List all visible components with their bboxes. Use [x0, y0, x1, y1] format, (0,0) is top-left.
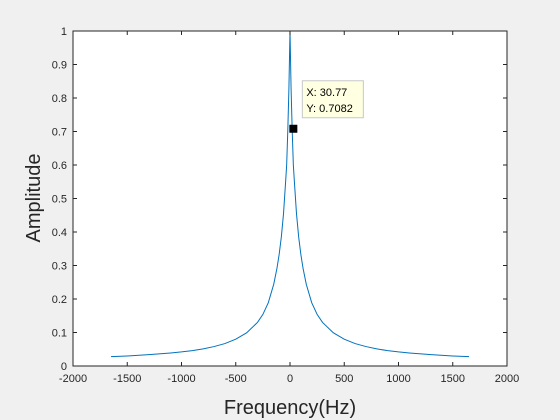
y-tick-label: 0.3 — [52, 261, 67, 273]
ticks-layer: -2000 -1500 -1000 -500 0 500 1000 1500 2000 0 0.1 0… — [52, 26, 520, 385]
datatip[interactable]: X: 30.77 Y: 0.7082 — [289, 80, 364, 133]
datatip-x-text: X: 30.77 — [306, 87, 347, 99]
x-tick-label: 1500 — [441, 373, 465, 385]
y-tick-label: 0.1 — [52, 328, 67, 340]
x-tick-label: 2000 — [495, 373, 519, 385]
plot-area — [73, 31, 507, 366]
x-axis-title: Frequency(Hz) — [224, 397, 356, 419]
x-tick-label: -1000 — [167, 373, 195, 385]
y-tick-label: 0.4 — [52, 227, 67, 239]
datatip-marker[interactable] — [289, 124, 298, 133]
x-tick-label: -2000 — [59, 373, 87, 385]
datatip-box — [301, 80, 364, 119]
y-tick-label: 0.6 — [52, 160, 67, 172]
y-tick-label: 1 — [61, 26, 67, 38]
y-tick-label: 0.2 — [52, 294, 67, 306]
y-tick-label: 0.9 — [52, 60, 67, 72]
y-axis-title: Amplitude — [23, 154, 45, 243]
x-tick-label: 500 — [335, 373, 353, 385]
datatip-y-text: Y: 0.7082 — [306, 103, 353, 115]
y-tick-label: 0.8 — [52, 93, 67, 105]
y-tick-label: 0.5 — [52, 194, 67, 206]
x-tick-label: 0 — [287, 373, 293, 385]
x-tick-label: -1500 — [113, 373, 141, 385]
x-tick-label: 1000 — [386, 373, 410, 385]
y-tick-label: 0 — [61, 361, 67, 373]
x-tick-label: -500 — [225, 373, 247, 385]
y-tick-label: 0.7 — [52, 127, 67, 139]
